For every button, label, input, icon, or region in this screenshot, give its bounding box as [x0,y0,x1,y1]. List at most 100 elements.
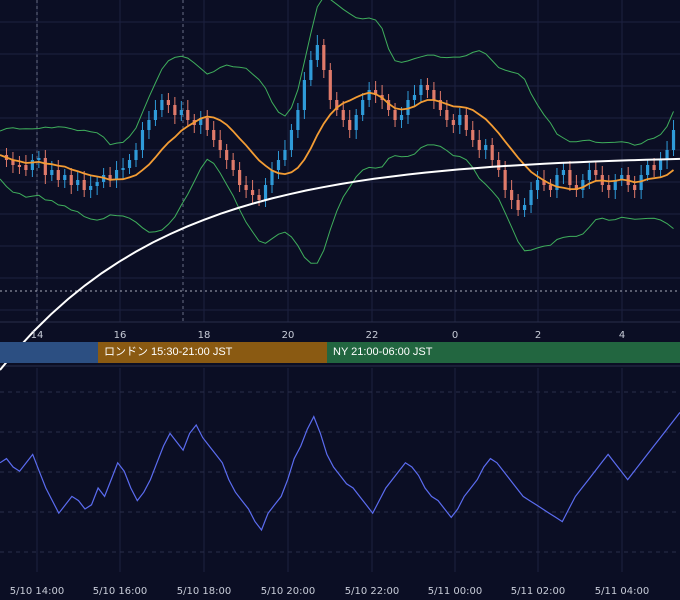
candle-body [458,115,462,125]
candle-body [296,110,300,130]
candle-body [147,120,151,130]
time-x-tick-label: 5/11 02:00 [511,586,565,597]
candle-body [322,45,326,70]
candle-body [374,90,378,95]
candle-body [244,185,248,190]
price-x-tick-label: 22 [366,330,379,341]
candle-body [438,100,442,110]
candle-body [445,110,449,120]
candle-body [510,190,514,200]
candle-body [179,110,183,115]
candle-body [529,190,533,205]
candle-body [367,90,371,100]
candle-body [69,175,73,185]
candle-body [76,180,80,185]
candle-body [341,110,345,120]
candle-body [490,145,494,160]
candle-body [315,45,319,60]
price-x-tick-label: 16 [114,330,127,341]
candle-body [283,150,287,160]
candle-body [425,85,430,90]
candle-body [613,180,617,190]
candle-body [497,160,501,170]
candle-body [574,185,578,190]
price-x-tick-label: 2 [535,330,541,341]
time-x-axis: 5/10 14:00 5/10 16:00 5/10 18:00 5/10 20:00… [10,586,649,597]
candle-body [218,140,222,150]
time-x-tick-label: 5/11 00:00 [428,586,482,597]
candle-body [50,170,54,175]
candle-body [153,110,158,120]
candle-body [607,185,611,190]
candle-body [671,130,676,150]
candle-body [289,130,294,150]
price-x-axis: 14 16 18 20 22 0 2 4 [31,330,626,341]
candle-body [464,115,468,130]
candle-body [134,150,138,160]
candle-body [419,85,423,95]
time-x-tick-label: 5/10 16:00 [93,586,147,597]
candle-body [140,130,145,150]
candle-body [309,60,313,80]
price-x-tick-label: 18 [198,330,211,341]
candle-body [587,170,591,180]
candle-body [24,165,28,170]
candle-body [276,160,281,170]
session-tokyo-bar [0,342,98,363]
candle-body [56,170,60,180]
candle-body [127,160,132,168]
candle-body [406,100,410,115]
bollinger-upper [0,0,674,146]
candle-body [335,100,339,110]
candle-body [186,110,190,120]
time-x-tick-label: 5/10 22:00 [345,586,399,597]
candle-body [205,118,209,130]
candle-body [393,110,397,120]
candle-body [594,170,598,175]
price-x-tick-label: 4 [619,330,625,341]
candle-body [166,100,170,105]
price-x-tick-label: 0 [452,330,458,341]
candle-body [522,205,527,210]
candle-body [11,160,15,165]
candle-body [354,115,358,130]
candle-body [43,158,47,175]
candle-body [63,175,67,180]
time-x-tick-label: 5/11 04:00 [595,586,649,597]
candle-body [121,168,125,170]
candle-body [328,70,332,100]
oscillator-line [0,412,680,532]
candle-body [503,170,507,190]
bollinger-lower [0,144,674,264]
candle-body [302,80,306,110]
candle-body [114,170,119,180]
candle-body [471,130,475,140]
moving-averages [0,91,680,371]
candle-body [542,180,546,185]
candle-body [17,165,22,167]
candle-body [665,150,669,160]
candle-body [386,100,391,110]
candle-body [257,195,261,200]
candle-body [95,182,99,186]
session-ny-bar: NY 21:00-06:00 JST [327,342,680,363]
grid-lines [0,0,680,572]
candle-body [555,175,559,190]
candle-body [30,160,34,170]
candle-body [652,165,656,170]
candle-body [263,185,268,200]
candle-body [160,100,164,110]
candle-body [199,118,203,125]
session-london-bar: ロンドン 15:30-21:00 JST [98,342,327,363]
candle-body [516,200,520,210]
candle-body [477,140,481,150]
candle-body [348,120,352,130]
candle-body [173,105,177,115]
time-x-tick-label: 5/10 14:00 [10,586,64,597]
candle-body [250,190,255,195]
time-x-tick-label: 5/10 18:00 [177,586,231,597]
candle-body [568,170,572,185]
candle-body [37,158,41,160]
candle-body [484,145,488,150]
